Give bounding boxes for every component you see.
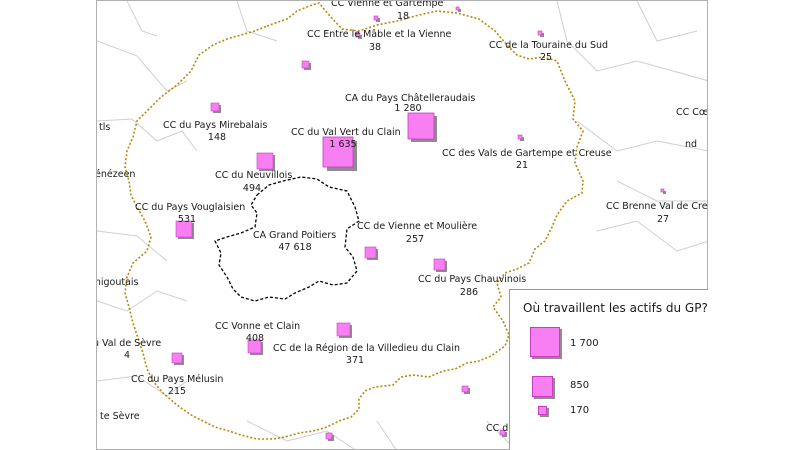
labels: CC Vienne et Gartempe 18 CC Entre le Mâb… [97,1,708,434]
symbol-unlabeled-4 [499,429,507,437]
place-value: 1 635 [329,139,356,150]
commune-boundaries [97,1,707,449]
legend-symbol-medium [532,376,553,397]
place-value: 18 [397,11,409,22]
edge-label: tls [99,122,110,133]
place-name: CC du Val Vert du Clain [291,127,401,138]
place-value: 21 [516,160,528,171]
symbol-top-right [455,6,461,12]
place-name: CC Vienne et Gartempe [331,1,443,9]
place-value: 257 [406,234,424,245]
place-value: 215 [168,386,186,397]
symbol-unlabeled-2 [461,385,470,394]
place-name: CC Vonne et Clain [215,321,300,332]
legend-value-medium: 850 [570,380,590,391]
symbol-chauvinois [433,258,447,272]
symbol-vouglaisien [175,220,194,239]
place-value: 531 [178,214,196,225]
place-value: 371 [346,355,364,366]
edge-label: CC du [486,423,514,434]
symbol-chatelleraudais [407,112,437,142]
symbol-melusin [171,352,184,365]
place-value: 25 [540,52,552,63]
symbol-vienne-mouliere [364,246,378,260]
symbol-unlabeled-1 [301,60,311,70]
place-name: CC Entre le Mâble et la Vienne [307,29,452,40]
place-name: CC du Neuvillois [215,170,292,181]
legend-symbol-large [530,327,560,357]
place-value: 408 [246,333,264,344]
place-value: 286 [460,287,478,298]
legend-symbol-small [538,406,547,415]
place-value: 27 [657,214,669,225]
place-name: CC de la Touraine du Sud [489,40,608,51]
legend: Où travaillent les actifs du GP? 1 700 8… [509,289,708,450]
symbol-vals-gartempe [517,134,524,141]
edge-label: énigoutais [97,277,139,288]
symbol-touraine-sud [537,30,544,37]
edge-label: u Val de Sèvre [97,338,161,349]
grand-poitiers-outline [214,176,360,302]
department-border [124,2,584,440]
edge-label: nd [685,139,697,150]
edge-label: hénézeen [97,169,135,180]
place-value: 1 280 [394,103,421,114]
symbol-vonne-clain [247,339,263,355]
symbol-mirebalais [210,102,221,113]
place-name: CC des Vals de Gartempe et Creuse [442,148,612,159]
place-name: CC du Pays Vouglaisien [135,202,245,213]
place-value: 148 [208,132,226,143]
symbol-unlabeled-3 [325,432,334,441]
place-value: 38 [369,42,381,53]
legend-title: Où travaillent les actifs du GP? [523,301,708,315]
place-name: CA du Pays Châtelleraudais [345,93,475,104]
symbol-mable-vienne [355,32,362,39]
place-value: 494 [243,183,261,194]
symbol-villedieu [336,322,352,338]
place-name: CC du Pays Mélusin [131,374,223,385]
map-frame[interactable]: CC Vienne et Gartempe 18 CC Entre le Mâb… [96,0,708,450]
place-name: CC Brenne Val de Creuse [606,201,708,212]
legend-value-large: 1 700 [570,338,599,349]
symbol-brenne [660,188,666,194]
place-name: CC du Pays Mirebalais [163,120,267,131]
symbol-neuvillois [256,152,275,171]
place-name: CC de la Région de la Villedieu du Clain [273,343,460,354]
symbol-val-vert-clain [322,136,357,171]
edge-label: 4 [124,350,130,361]
symbol-vienne-gartempe [373,15,380,22]
symbols [171,6,666,441]
place-name: CC de Vienne et Moulière [357,221,477,232]
map-canvas[interactable]: CC Vienne et Gartempe 18 CC Entre le Mâb… [97,1,708,450]
edge-label: te Sèvre [100,411,140,422]
place-name: CC du Pays Chauvinois [418,274,526,285]
edge-label: CC Cœu [676,107,708,118]
legend-value-small: 170 [570,405,590,416]
place-name: CA Grand Poitiers [253,230,336,241]
place-value: 47 618 [278,242,311,253]
